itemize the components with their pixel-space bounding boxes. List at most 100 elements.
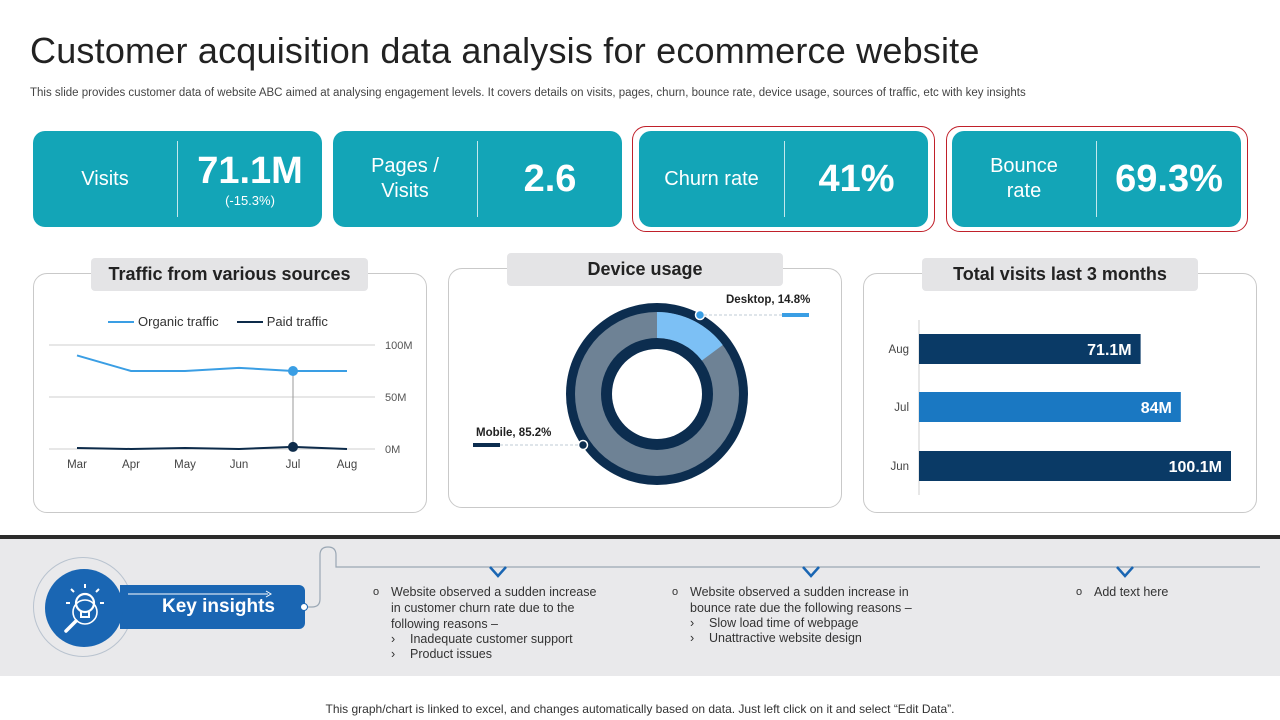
chevron-right-icon: › [391,647,396,661]
x-tick-label: Jul [286,459,301,471]
kpi-bounce-valuebox: 69.3% [1097,159,1241,199]
mobile-marker [577,439,589,451]
insight-main: o Website observed a sudden increase in bo… [672,584,942,616]
churn-highlight-outline [632,126,935,232]
bar-category-label: Jun [890,461,909,473]
bar-value-label: 100.1M [1169,459,1222,476]
kpi-divider [477,141,478,217]
device-panel-title: Device usage [507,253,783,286]
key-insights-text: Key insights [162,596,275,617]
kpi-pages-label-line1: Pages / [371,155,439,177]
bounce-highlight-outline [946,126,1248,232]
insight-line: bounce rate due the following reasons – [690,601,912,615]
kpi-visits-value: 71.1M [197,149,303,192]
legend-organic-label: Organic traffic [138,314,219,329]
insight-subpoint: › Unattractive website design [690,631,942,646]
insight-subpoint: › Product issues [391,647,633,662]
series-line-organic [76,354,347,372]
page-title: Customer acquisition data analysis for e… [30,30,980,71]
insight-text: Website observed a sudden increase in cus… [391,584,596,632]
kpi-bounce-label-line2: rate [1006,180,1042,202]
legend-paid-label: Paid traffic [266,314,328,329]
insight-text: Website observed a sudden increase in bou… [690,584,912,616]
kpi-visits: Visits 71.1M (-15.3%) [33,131,322,227]
x-tick-label: Apr [122,459,140,471]
traffic-panel [33,273,427,513]
visits-panel-title: Total visits last 3 months [922,258,1198,291]
kpi-bounce-rate: Bounce rate 69.3% [952,131,1241,227]
kpi-visits-change: (-15.3%) [225,192,275,208]
insight-main: o Add text here [1076,584,1226,600]
key-insights-circle [45,569,123,647]
insight-subpoint-text: Product issues [410,647,492,661]
bar-category-label: Jul [894,402,909,414]
kpi-pages-visits: Pages / Visits 2.6 [333,131,622,227]
kpi-divider [1096,141,1097,217]
x-tick-label: May [174,459,196,471]
desktop-data-label: Desktop, 14.8% [726,294,810,306]
traffic-legend: Organic traffic Paid traffic [108,314,328,329]
bar-category-label: Aug [889,344,909,356]
bar-jul [919,392,1181,422]
insight-item-2: o Website observed a sudden increase in bo… [672,584,942,646]
highlight-point-paid [288,441,298,452]
connector-arrow-2 [802,566,820,578]
page-subtitle: This slide provides customer data of web… [30,87,1026,99]
bullet-icon: o [1076,586,1083,598]
bar-value-label: 71.1M [1087,342,1131,359]
highlight-point-organic [288,366,298,376]
x-tick-label: Jun [230,459,249,471]
kpi-bounce-label-line1: Bounce [990,155,1058,177]
x-tick-label: Mar [67,459,87,471]
kpi-pages-label-line2: Visits [381,180,429,202]
legend-paid-swatch [236,320,263,323]
y-tick-label: 0M [385,444,400,456]
insight-subpoint-text: Inadequate customer support [410,632,573,646]
kpi-divider [784,141,785,217]
kpi-bounce-value: 69.3% [1115,158,1223,200]
insight-line: in customer churn rate due to the [391,601,575,615]
insight-item-1: o Website observed a sudden increase in cu… [373,584,633,662]
page-footer: This graph/chart is linked to excel, and… [325,702,955,716]
bar-value-label: 84M [1141,400,1172,417]
traffic-panel-title: Traffic from various sources [91,258,368,291]
insight-line: following reasons – [391,617,499,631]
y-tick-label: 50M [385,392,406,404]
mobile-data-label: Mobile, 85.2% [476,427,551,439]
kpi-pages-valuebox: 2.6 [478,159,622,199]
insight-main: o Website observed a sudden increase in cu… [373,584,633,632]
key-insights-dot [300,603,308,611]
kpi-churn-valuebox: 41% [785,159,928,199]
insight-text: Add text here [1094,584,1168,600]
kpi-pages-value: 2.6 [523,158,577,200]
x-tick-label: Aug [337,459,357,471]
kpi-churn-label: Churn rate [664,167,759,190]
insight-subpoints: › Inadequate customer support › Product iss… [391,632,633,662]
insight-line: Website observed a sudden increase [391,585,597,599]
bullet-icon: o [373,586,380,598]
insight-line: Website observed a sudden increase in [690,585,909,599]
kpi-churn-value: 41% [818,158,895,200]
connector-arrow-3 [1116,566,1134,578]
key-insights-label: Key insights [120,585,305,629]
kpi-bounce-label: Bounce rate [952,154,1096,204]
series-line-paid [76,445,348,451]
y-tick-label: 100M [385,340,413,352]
insight-item-3: o Add text here [1076,584,1226,600]
bar-jun [919,451,1231,481]
bar-aug [919,334,1141,364]
kpi-visits-label: Visits [81,167,129,190]
insight-subpoint: › Inadequate customer support [391,632,633,647]
chevron-right-icon: › [391,632,396,646]
legend-organic-swatch [108,320,134,323]
insight-subpoint-text: Slow load time of webpage [709,616,859,630]
insight-subpoint: › Slow load time of webpage [690,616,942,631]
lightbulb-icon [64,584,104,633]
insight-subpoint-text: Unattractive website design [709,631,862,645]
kpi-pages-label: Pages / Visits [333,154,477,204]
